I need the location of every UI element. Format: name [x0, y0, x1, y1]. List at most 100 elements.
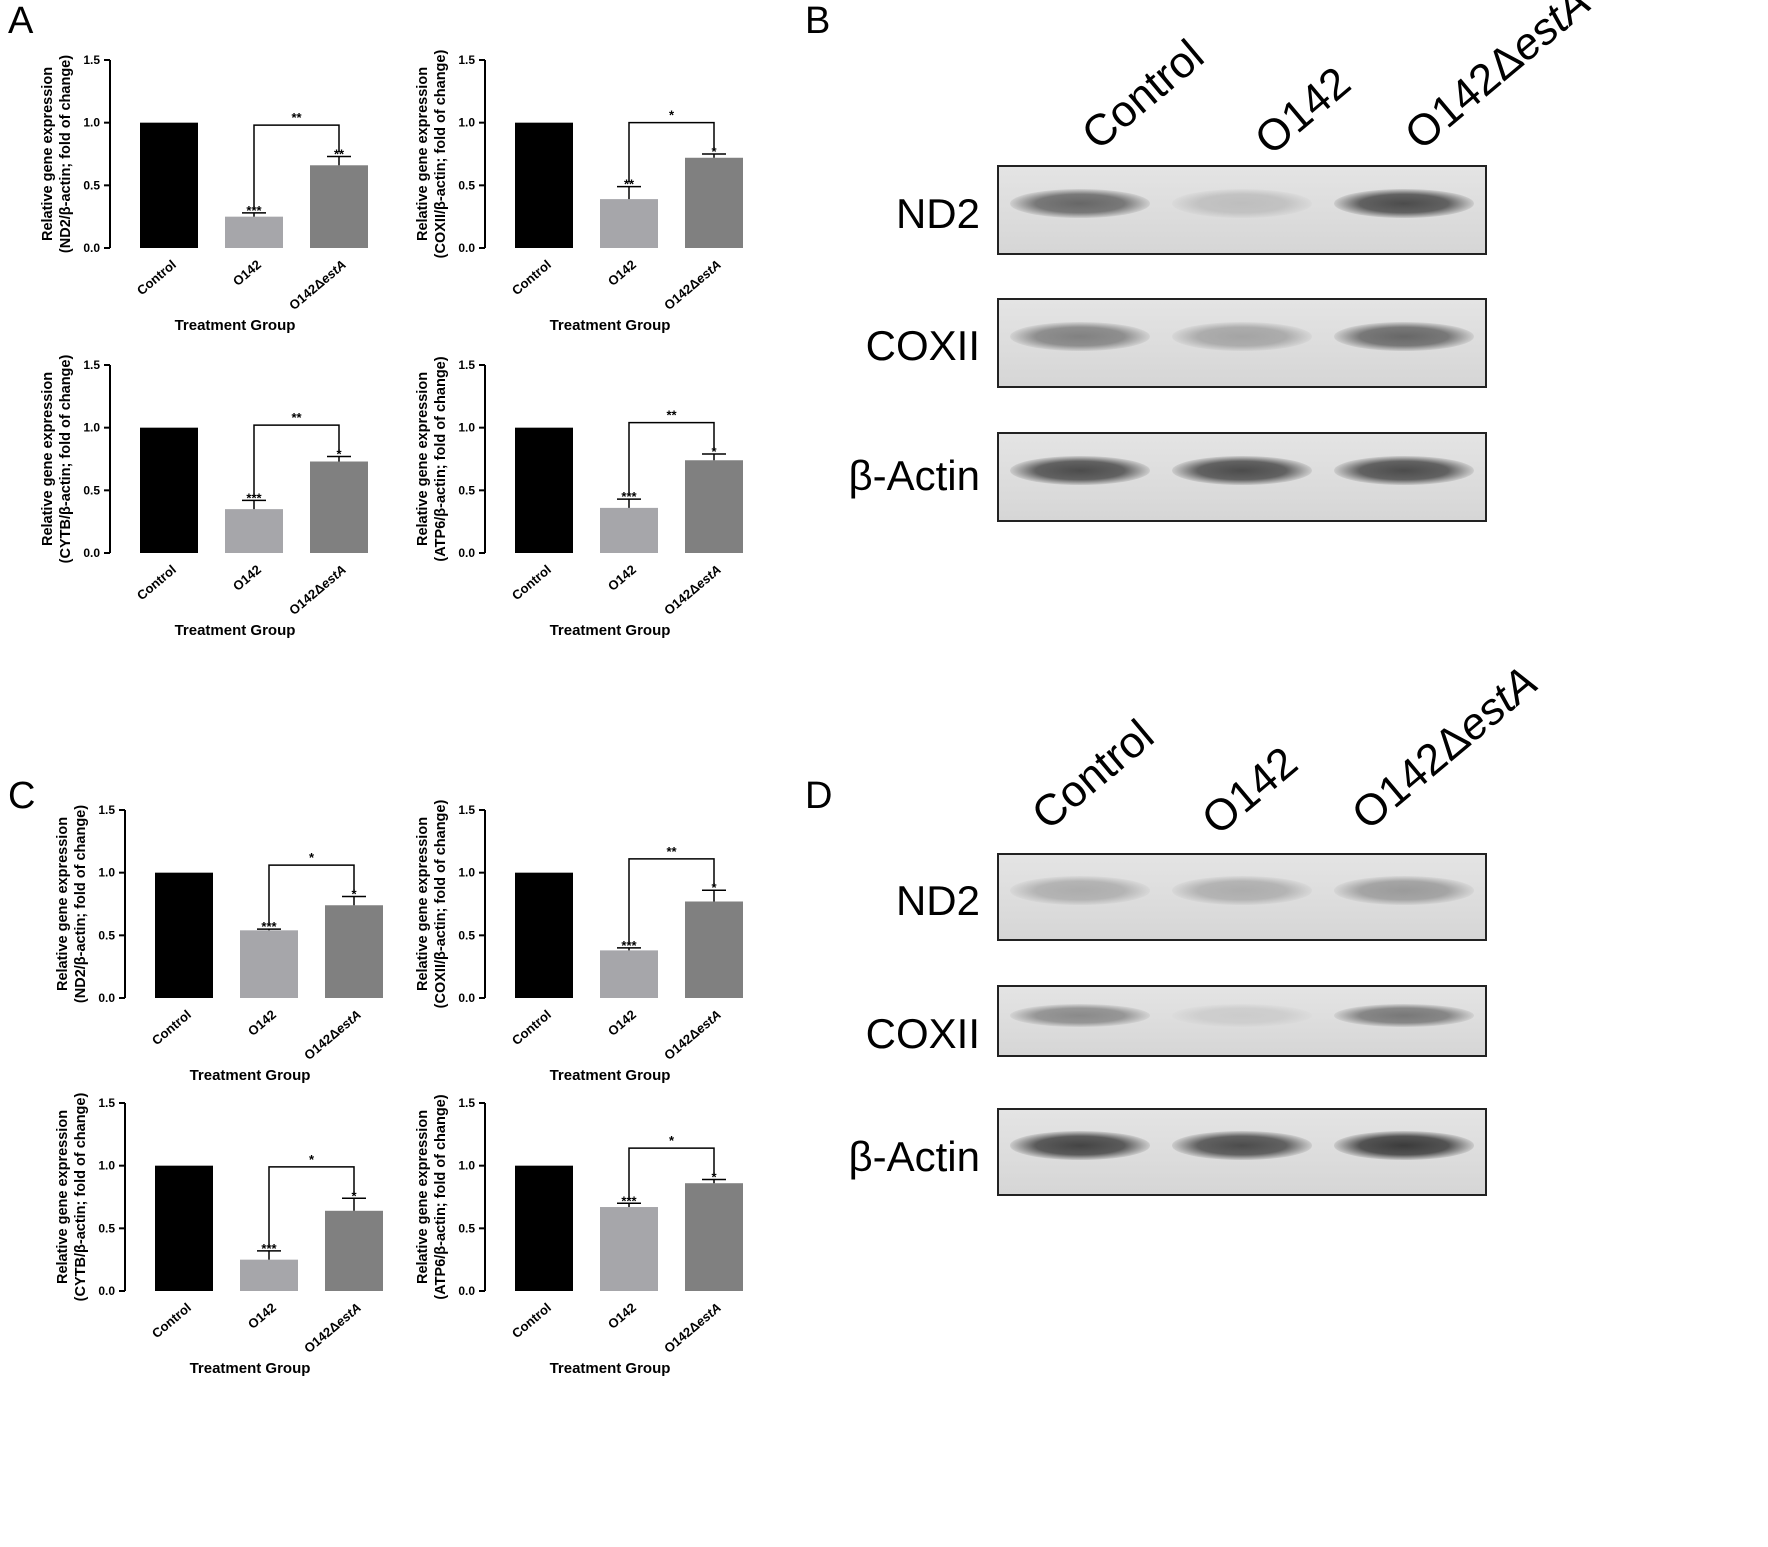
bar-o142: [225, 509, 283, 553]
category-label-italic: estA: [693, 562, 724, 592]
row-label-coxii: COXII: [865, 322, 980, 369]
category-label: Control: [134, 562, 179, 603]
category-label-base: O142Δ: [661, 580, 702, 618]
category-label-base: O142Δ: [286, 275, 327, 313]
blot-band: [1010, 455, 1150, 485]
bracket-stars: **: [666, 844, 677, 859]
lane-label-control: Control: [1022, 710, 1164, 840]
y-axis-title: Relative gene expression (ATP6/β-actin; f…: [415, 356, 449, 561]
chart-c-coxii: 0.0 0.5 1.0 1.5 Relative gene expression (COX…: [405, 795, 835, 1135]
lane-label-control: Control: [1072, 30, 1214, 160]
y-tick-label: 0.5: [458, 1221, 475, 1235]
significance-stars: *: [711, 144, 717, 159]
bar-o142-estA: [310, 165, 368, 248]
category-label-base: O142Δ: [301, 1318, 342, 1356]
y-tick-label: 1.0: [83, 421, 100, 435]
significance-stars: ***: [261, 1241, 277, 1256]
significance-stars: ***: [621, 1193, 637, 1208]
bar-control: [155, 872, 213, 998]
bar-o142: [600, 1207, 658, 1291]
y-tick-label: 0.0: [458, 241, 475, 255]
bar-o142-estA: [310, 461, 368, 553]
significance-stars: ***: [246, 490, 262, 505]
blot-band: [1172, 1131, 1312, 1160]
category-label: O142: [230, 257, 264, 289]
y-tick-label: 0.5: [83, 178, 100, 192]
x-axis-title: Treatment Group: [175, 317, 296, 334]
bracket-stars: **: [291, 110, 302, 125]
category-label-italic: estA: [333, 1007, 364, 1037]
chart-c-nd2: 0.0 0.5 1.0 1.5 Relative gene expression (ND2…: [45, 795, 475, 1135]
x-axis-title: Treatment Group: [190, 1360, 311, 1377]
y-axis-title-line2: (ND2/β-actin; fold of change): [58, 55, 74, 253]
category-label: Control: [509, 1007, 554, 1048]
bar-control: [140, 122, 198, 248]
y-axis-title: Relative gene expression (CYTB/β-actin; f…: [40, 355, 74, 564]
significance-bracket: [268, 1166, 355, 1247]
significance-stars: ***: [621, 489, 637, 504]
y-tick-label: 1.0: [458, 866, 475, 880]
y-axis-title-line2: (COXII/β-actin; fold of change): [433, 800, 449, 1009]
y-tick-label: 0.5: [458, 483, 475, 497]
blot-band: [1334, 1004, 1474, 1028]
significance-bracket: [628, 858, 715, 944]
category-label-base: O142Δ: [661, 275, 702, 313]
y-tick-label: 0.5: [83, 483, 100, 497]
y-tick-label: 0.5: [458, 178, 475, 192]
bracket-stars: *: [309, 1152, 315, 1167]
y-tick-label: 0.0: [83, 546, 100, 560]
bracket-stars: *: [669, 1133, 675, 1148]
y-axis-title-line2: (ATP6/β-actin; fold of change): [433, 356, 449, 561]
y-axis-title: Relative gene expression (ATP6/β-actin; f…: [415, 1094, 449, 1299]
blot-band: [1334, 321, 1474, 351]
bracket-stars: *: [669, 108, 675, 123]
significance-stars: *: [711, 444, 717, 459]
y-tick-label: 1.0: [98, 1159, 115, 1173]
y-axis-title-line2: (ATP6/β-actin; fold of change): [433, 1094, 449, 1299]
bar-control: [140, 427, 198, 553]
bar-o142-estA: [325, 1210, 383, 1291]
category-label: Control: [509, 1300, 554, 1341]
bar-o142-estA: [685, 460, 743, 553]
bar-o142: [225, 216, 283, 248]
bar-o142-estA: [685, 1183, 743, 1291]
lane-label-o142: O142: [1245, 57, 1360, 165]
significance-stars: ***: [246, 203, 262, 218]
category-label: O142: [245, 1300, 279, 1332]
blot-band: [1010, 1131, 1150, 1160]
y-axis-title-line1: Relative gene expression: [415, 67, 431, 241]
chart-c-atp6: 0.0 0.5 1.0 1.5 Relative gene expression (ATP…: [405, 1088, 835, 1428]
y-tick-label: 0.0: [98, 1284, 115, 1298]
bar-control: [155, 1165, 213, 1291]
y-tick-label: 1.5: [458, 1096, 475, 1110]
panel-letter-c: C: [8, 775, 36, 817]
significance-stars: *: [351, 886, 357, 901]
y-tick-label: 1.5: [98, 1096, 115, 1110]
y-axis-title-line1: Relative gene expression: [40, 372, 56, 546]
y-axis-title-line2: (CYTB/β-actin; fold of change): [73, 1093, 89, 1302]
y-tick-label: 1.0: [458, 421, 475, 435]
category-label-italic: estA: [693, 1007, 724, 1037]
category-label: O142ΔestA: [286, 562, 349, 618]
y-axis-title-line2: (CYTB/β-actin; fold of change): [58, 355, 74, 564]
x-axis-title: Treatment Group: [175, 622, 296, 639]
lane-label-o142: O142: [1192, 737, 1307, 845]
category-label-base: O142Δ: [286, 580, 327, 618]
blot-band: [1172, 455, 1312, 485]
blot-band: [1010, 321, 1150, 351]
y-tick-label: 0.5: [98, 1221, 115, 1235]
y-axis-title-line1: Relative gene expression: [40, 67, 56, 241]
blot-band: [1334, 188, 1474, 218]
x-axis-title: Treatment Group: [550, 317, 671, 334]
y-tick-label: 1.5: [98, 803, 115, 817]
category-label-italic: estA: [318, 257, 349, 287]
y-tick-label: 1.5: [83, 53, 100, 67]
category-label: Control: [149, 1007, 194, 1048]
x-axis-title: Treatment Group: [190, 1067, 311, 1084]
y-tick-label: 1.5: [458, 803, 475, 817]
significance-stars: *: [336, 446, 342, 461]
x-axis-title: Treatment Group: [550, 622, 671, 639]
lane-label-o142-estA: O142ΔestA: [1342, 657, 1547, 840]
bar-o142: [600, 950, 658, 998]
blot-band: [1172, 321, 1312, 351]
